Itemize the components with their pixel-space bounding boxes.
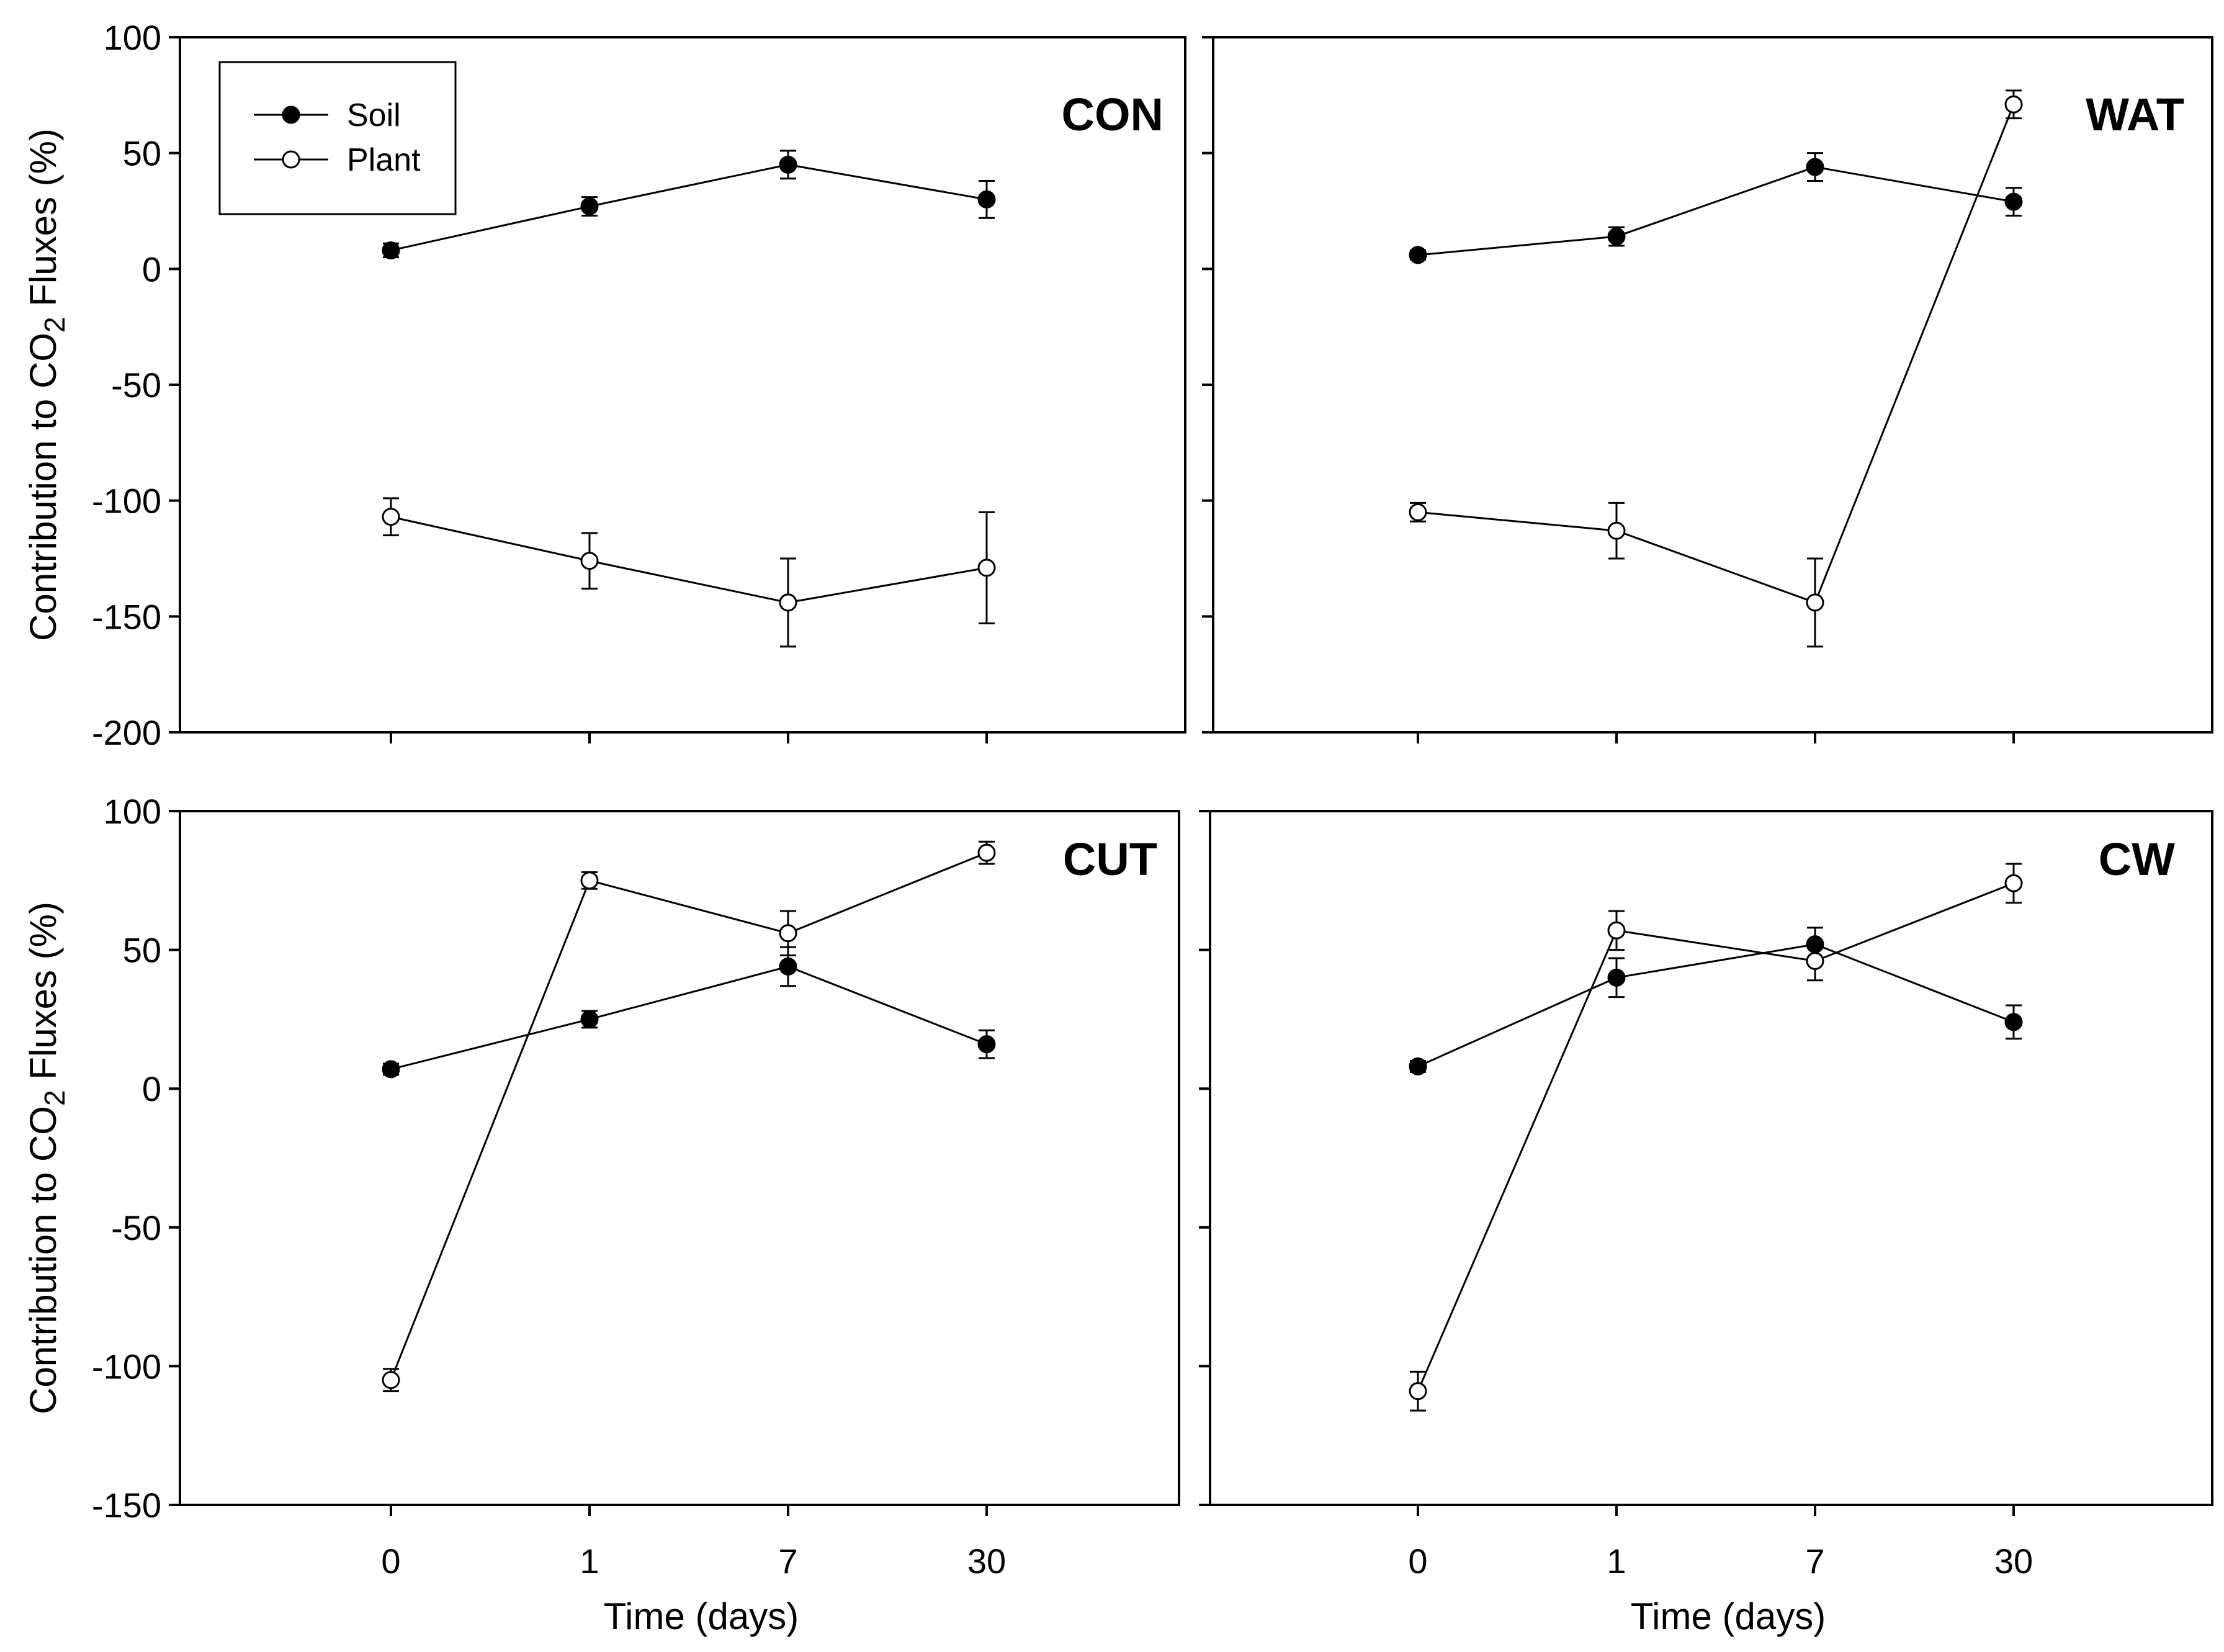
data-point-plant xyxy=(977,559,996,577)
series-line-soil xyxy=(1417,166,2014,256)
data-point-soil xyxy=(2004,1013,2023,1031)
y-tick-label: 0 xyxy=(142,249,161,289)
y-axis-title-subscript: 2 xyxy=(38,316,71,333)
panel-title: CON xyxy=(1062,89,1164,140)
data-point-soil xyxy=(580,1010,599,1028)
y-axis-title-tail: Fluxes (%) xyxy=(22,128,64,316)
data-point-soil xyxy=(977,1035,996,1054)
data-point-plant xyxy=(1806,951,1824,970)
series-line-soil xyxy=(390,965,987,1071)
data-point-plant xyxy=(1409,503,1427,521)
series-soil xyxy=(1409,927,2023,1075)
data-point-soil xyxy=(2004,192,2023,211)
legend-marker xyxy=(282,150,300,169)
x-tick-label: 7 xyxy=(1805,1542,1824,1581)
data-point-soil xyxy=(779,957,797,976)
series-line-plant xyxy=(1417,882,2014,1392)
x-tick-label: 30 xyxy=(967,1542,1006,1581)
series-plant xyxy=(1409,863,2023,1412)
legend: Soil Plant xyxy=(218,61,457,215)
data-point-soil xyxy=(1607,227,1626,246)
data-point-plant xyxy=(382,508,400,526)
series-plant xyxy=(382,497,996,648)
plot-frame xyxy=(1212,36,2213,734)
series-soil xyxy=(1409,152,2023,264)
series-soil xyxy=(382,946,996,1079)
data-point-soil xyxy=(1409,1057,1427,1075)
panel-con: 100 50 0 -50 -100 -150 -200 Contribution to CO2… xyxy=(22,18,1186,752)
data-point-plant xyxy=(2004,95,2023,114)
data-point-plant xyxy=(1607,921,1626,940)
series-line-plant xyxy=(390,516,987,604)
data-point-plant xyxy=(779,924,797,943)
y-tick-label: 100 xyxy=(104,792,161,831)
y-axis-title-main: Contribution to CO xyxy=(22,333,64,641)
x-axis-title: Time (days) xyxy=(604,1596,799,1637)
data-point-plant xyxy=(580,871,599,890)
y-tick-label: -150 xyxy=(92,1486,161,1525)
data-point-soil xyxy=(977,190,996,209)
panel-title: CW xyxy=(2099,833,2175,885)
data-point-plant xyxy=(779,593,797,612)
y-axis-title-tail: Fluxes (%) xyxy=(22,902,64,1090)
x-tick-label: 0 xyxy=(1408,1542,1427,1581)
y-tick-label: 50 xyxy=(123,931,161,970)
data-point-soil xyxy=(779,155,797,174)
panel-cw: 0 1 7 30 Time (days) CW xyxy=(1199,810,2213,1637)
x-axis-title: Time (days) xyxy=(1631,1596,1826,1637)
series-plant xyxy=(1409,89,2023,648)
panel-title: WAT xyxy=(2086,89,2184,140)
y-tick-label: -200 xyxy=(92,713,161,752)
data-point-soil xyxy=(1409,246,1427,264)
series-line-plant xyxy=(1417,104,2015,604)
y-axis-title-main: Contribution to CO xyxy=(22,1106,64,1414)
x-tick-label: 1 xyxy=(580,1542,599,1581)
data-point-plant xyxy=(1607,521,1626,540)
y-axis-title-subscript: 2 xyxy=(38,1090,71,1106)
x-tick-label: 7 xyxy=(778,1542,797,1581)
panel-cut: 100 50 0 -50 -100 -150 0 1 7 30 Time (days) Contrib… xyxy=(22,792,1180,1637)
y-tick-label: -100 xyxy=(92,1347,161,1386)
data-point-soil xyxy=(580,197,599,216)
y-tick-label: -50 xyxy=(111,1208,161,1247)
data-point-plant xyxy=(580,552,599,570)
y-tick-label: -50 xyxy=(111,366,161,405)
data-point-soil xyxy=(382,1060,400,1079)
data-point-soil xyxy=(382,241,400,259)
x-tick-label: 0 xyxy=(381,1542,400,1581)
y-axis-title: Contribution to CO2 Fluxes (%) xyxy=(22,902,71,1414)
panel-title: CUT xyxy=(1063,833,1157,885)
legend-box xyxy=(218,61,457,215)
y-axis-title: Contribution to CO2 Fluxes (%) xyxy=(22,128,71,641)
y-tick-label: 0 xyxy=(142,1069,161,1108)
legend-label: Soil xyxy=(347,97,401,133)
series-soil xyxy=(382,150,996,259)
legend-label: Plant xyxy=(347,142,421,178)
data-point-soil xyxy=(1806,158,1824,176)
data-point-plant xyxy=(2004,874,2023,892)
data-point-soil xyxy=(1607,968,1626,987)
data-point-plant xyxy=(1806,593,1824,612)
legend-marker xyxy=(282,105,300,124)
panel-wat: WAT xyxy=(1202,36,2213,743)
data-point-plant xyxy=(382,1371,400,1389)
y-tick-label: -150 xyxy=(92,597,161,636)
data-point-plant xyxy=(977,843,996,862)
x-tick-label: 1 xyxy=(1607,1542,1626,1581)
series-line-soil xyxy=(390,163,987,251)
series-line-soil xyxy=(1417,943,2014,1067)
plot-frame xyxy=(1209,810,2213,1506)
y-tick-label: 100 xyxy=(104,18,161,57)
x-tick-label: 30 xyxy=(1994,1542,2033,1581)
plot-frame xyxy=(179,810,1180,1506)
y-tick-label: 50 xyxy=(123,134,161,173)
data-point-plant xyxy=(1409,1382,1427,1401)
y-tick-label: -100 xyxy=(92,482,161,521)
series-plant xyxy=(382,840,996,1393)
series-line-plant xyxy=(390,851,987,1381)
